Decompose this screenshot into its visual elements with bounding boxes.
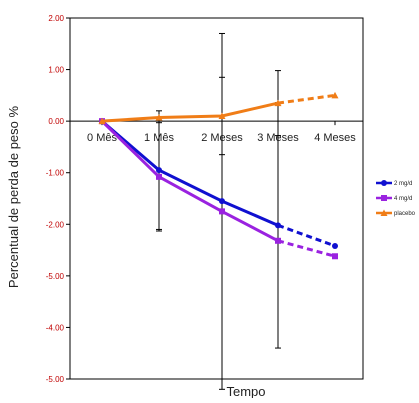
data-point bbox=[219, 208, 225, 215]
data-point bbox=[155, 114, 163, 121]
legend-swatch-marker bbox=[381, 195, 387, 201]
y-tick-label: 1.00 bbox=[48, 66, 64, 75]
legend-item: placebo bbox=[376, 209, 416, 217]
series-line bbox=[101, 101, 279, 123]
y-tick-label: 2.00 bbox=[48, 14, 64, 23]
data-point bbox=[156, 167, 162, 174]
y-tick-label: -1.00 bbox=[46, 169, 65, 178]
y-tick-label: -5.00 bbox=[46, 375, 65, 384]
data-point bbox=[98, 117, 106, 125]
data-point bbox=[274, 99, 282, 107]
legend-label: 2 mg/d bbox=[394, 181, 412, 187]
x-tick-label: 0 Mês bbox=[87, 132, 117, 144]
data-point bbox=[332, 242, 338, 249]
y-axis-title: Percentual de perda de peso % bbox=[6, 106, 21, 289]
data-point bbox=[156, 173, 162, 180]
data-point bbox=[275, 237, 281, 244]
data-point bbox=[332, 253, 338, 260]
y-tick-label: -2.00 bbox=[46, 220, 65, 229]
series-projection-line bbox=[277, 223, 336, 248]
legend-item: 4 mg/d bbox=[376, 195, 412, 202]
data-point bbox=[219, 198, 225, 205]
y-tick-label: -4.00 bbox=[46, 323, 65, 332]
legend-label: placebo bbox=[394, 211, 416, 217]
legend-swatch-marker bbox=[380, 209, 388, 216]
series-projection-line bbox=[277, 93, 336, 105]
data-point bbox=[275, 222, 281, 229]
y-tick-label: -5.00 bbox=[46, 272, 65, 281]
legend-item: 2 mg/d bbox=[376, 180, 412, 187]
x-axis-title: Tempo bbox=[226, 384, 265, 398]
y-tick-label: 0.00 bbox=[48, 117, 64, 126]
series-line bbox=[100, 120, 279, 243]
legend-swatch-marker bbox=[381, 180, 387, 186]
data-point bbox=[331, 91, 339, 99]
series-line bbox=[101, 120, 279, 227]
legend-label: 4 mg/d bbox=[394, 196, 412, 202]
series-placebo bbox=[98, 91, 339, 125]
plot-area bbox=[69, 17, 364, 380]
data-point bbox=[218, 112, 226, 119]
x-tick-label: 4 Meses bbox=[314, 132, 356, 144]
